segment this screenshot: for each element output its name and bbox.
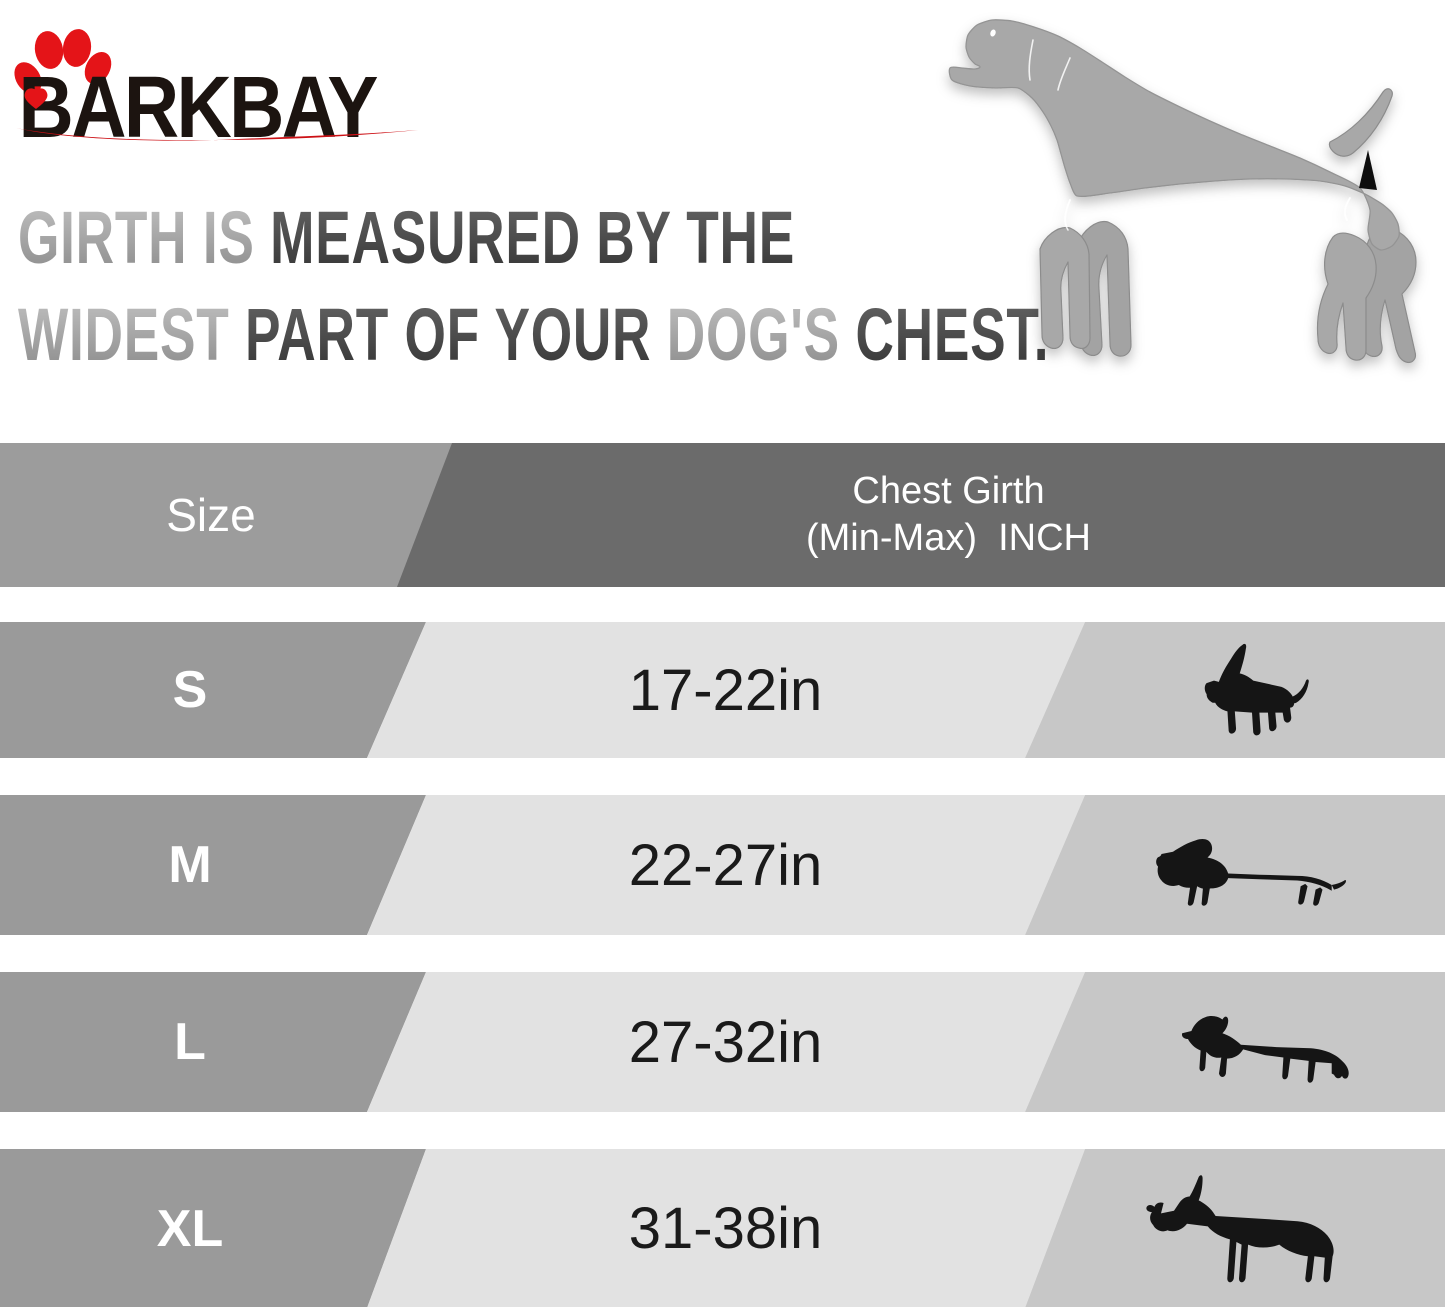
svg-text:WIDEST PART OF YOUR DOG'S CHES: WIDEST PART OF YOUR DOG'S CHEST. [18,293,1049,376]
svg-text:BARKBAY: BARKBAY [19,59,378,156]
svg-text:GIRTH IS MEASURED BY THE: GIRTH IS MEASURED BY THE [18,196,795,279]
